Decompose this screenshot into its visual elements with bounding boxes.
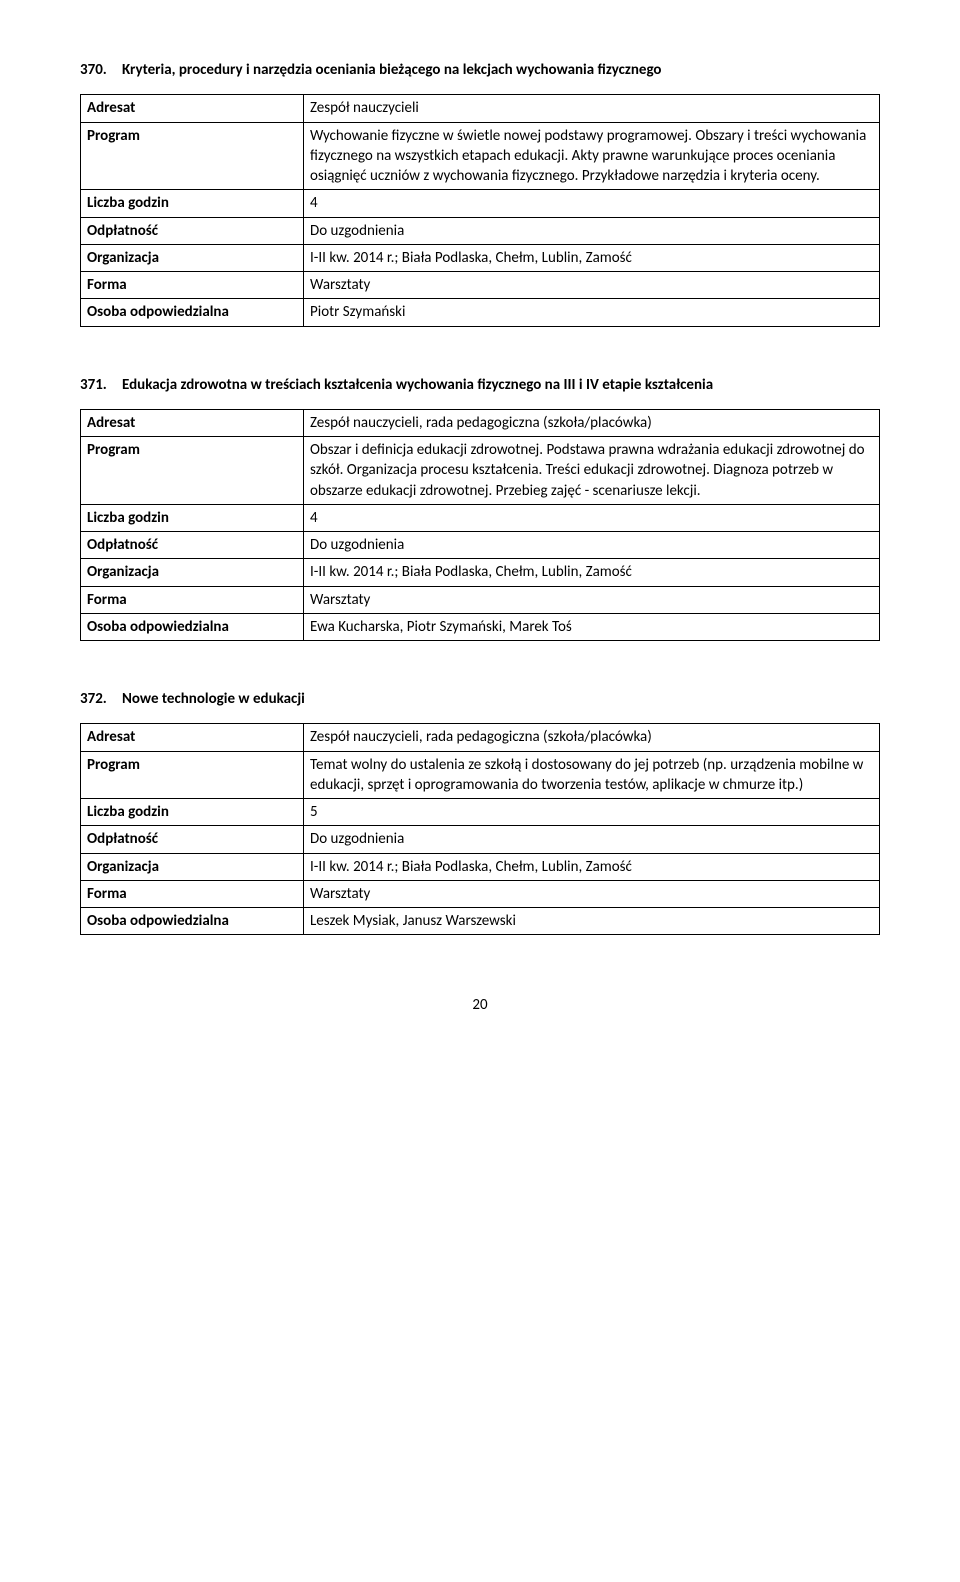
table-row: AdresatZespół nauczycieli, rada pedagogi… <box>81 409 880 436</box>
table-row: OrganizacjaI-II kw. 2014 r.; Biała Podla… <box>81 244 880 271</box>
row-label: Odpłatność <box>81 826 304 853</box>
row-label: Osoba odpowiedzialna <box>81 908 304 935</box>
row-label: Forma <box>81 586 304 613</box>
section-number: 371. <box>80 375 122 395</box>
section-number: 370. <box>80 60 122 80</box>
table-row: ProgramTemat wolny do ustalenia ze szkoł… <box>81 751 880 799</box>
row-value: Temat wolny do ustalenia ze szkołą i dos… <box>304 751 880 799</box>
table-row: Liczba godzin5 <box>81 799 880 826</box>
table-row: AdresatZespół nauczycieli, rada pedagogi… <box>81 724 880 751</box>
row-value: 4 <box>304 190 880 217</box>
table-row: Osoba odpowiedzialnaLeszek Mysiak, Janus… <box>81 908 880 935</box>
section-heading: 371. Edukacja zdrowotna w treściach kszt… <box>80 375 880 395</box>
row-label: Adresat <box>81 409 304 436</box>
page-number: 20 <box>80 995 880 1015</box>
row-value: I-II kw. 2014 r.; Biała Podlaska, Chełm,… <box>304 853 880 880</box>
section-370: 370. Kryteria, procedury i narzędzia oce… <box>80 60 880 327</box>
table-row: ProgramWychowanie fizyczne w świetle now… <box>81 122 880 190</box>
section-heading: 370. Kryteria, procedury i narzędzia oce… <box>80 60 880 80</box>
section-title: Nowe technologie w edukacji <box>122 689 870 709</box>
row-label: Program <box>81 437 304 505</box>
row-value: 4 <box>304 504 880 531</box>
row-label: Organizacja <box>81 559 304 586</box>
row-value: Zespół nauczycieli <box>304 95 880 122</box>
row-value: Warsztaty <box>304 880 880 907</box>
row-label: Organizacja <box>81 244 304 271</box>
row-value: Wychowanie fizyczne w świetle nowej pods… <box>304 122 880 190</box>
row-label: Odpłatność <box>81 217 304 244</box>
section-title: Kryteria, procedury i narzędzia oceniani… <box>122 60 870 80</box>
row-label: Osoba odpowiedzialna <box>81 299 304 326</box>
row-label: Program <box>81 751 304 799</box>
row-value: Ewa Kucharska, Piotr Szymański, Marek To… <box>304 613 880 640</box>
row-label: Forma <box>81 272 304 299</box>
row-value: Leszek Mysiak, Janusz Warszewski <box>304 908 880 935</box>
row-value: I-II kw. 2014 r.; Biała Podlaska, Chełm,… <box>304 559 880 586</box>
table-row: Osoba odpowiedzialnaPiotr Szymański <box>81 299 880 326</box>
table-row: FormaWarsztaty <box>81 272 880 299</box>
row-label: Adresat <box>81 724 304 751</box>
row-label: Adresat <box>81 95 304 122</box>
section-table: AdresatZespół nauczycieli ProgramWychowa… <box>80 94 880 326</box>
table-row: Liczba godzin4 <box>81 504 880 531</box>
section-table: AdresatZespół nauczycieli, rada pedagogi… <box>80 723 880 935</box>
table-row: ProgramObszar i definicja edukacji zdrow… <box>81 437 880 505</box>
row-label: Forma <box>81 880 304 907</box>
table-row: Liczba godzin4 <box>81 190 880 217</box>
table-row: OdpłatnośćDo uzgodnienia <box>81 217 880 244</box>
table-row: OrganizacjaI-II kw. 2014 r.; Biała Podla… <box>81 559 880 586</box>
row-value: I-II kw. 2014 r.; Biała Podlaska, Chełm,… <box>304 244 880 271</box>
row-label: Liczba godzin <box>81 190 304 217</box>
section-heading: 372. Nowe technologie w edukacji <box>80 689 880 709</box>
table-row: Osoba odpowiedzialnaEwa Kucharska, Piotr… <box>81 613 880 640</box>
table-row: OrganizacjaI-II kw. 2014 r.; Biała Podla… <box>81 853 880 880</box>
table-row: FormaWarsztaty <box>81 880 880 907</box>
row-value: Warsztaty <box>304 272 880 299</box>
row-label: Odpłatność <box>81 532 304 559</box>
row-label: Osoba odpowiedzialna <box>81 613 304 640</box>
row-value: Do uzgodnienia <box>304 532 880 559</box>
section-table: AdresatZespół nauczycieli, rada pedagogi… <box>80 409 880 641</box>
table-row: AdresatZespół nauczycieli <box>81 95 880 122</box>
row-value: Obszar i definicja edukacji zdrowotnej. … <box>304 437 880 505</box>
row-value: Do uzgodnienia <box>304 217 880 244</box>
section-title: Edukacja zdrowotna w treściach kształcen… <box>122 375 870 395</box>
row-value: Zespół nauczycieli, rada pedagogiczna (s… <box>304 409 880 436</box>
row-label: Organizacja <box>81 853 304 880</box>
row-value: Warsztaty <box>304 586 880 613</box>
table-row: OdpłatnośćDo uzgodnienia <box>81 532 880 559</box>
row-value: 5 <box>304 799 880 826</box>
section-371: 371. Edukacja zdrowotna w treściach kszt… <box>80 375 880 642</box>
row-label: Liczba godzin <box>81 504 304 531</box>
table-row: OdpłatnośćDo uzgodnienia <box>81 826 880 853</box>
row-label: Liczba godzin <box>81 799 304 826</box>
row-value: Zespół nauczycieli, rada pedagogiczna (s… <box>304 724 880 751</box>
row-value: Piotr Szymański <box>304 299 880 326</box>
table-row: FormaWarsztaty <box>81 586 880 613</box>
section-372: 372. Nowe technologie w edukacji Adresat… <box>80 689 880 935</box>
row-label: Program <box>81 122 304 190</box>
section-number: 372. <box>80 689 122 709</box>
row-value: Do uzgodnienia <box>304 826 880 853</box>
